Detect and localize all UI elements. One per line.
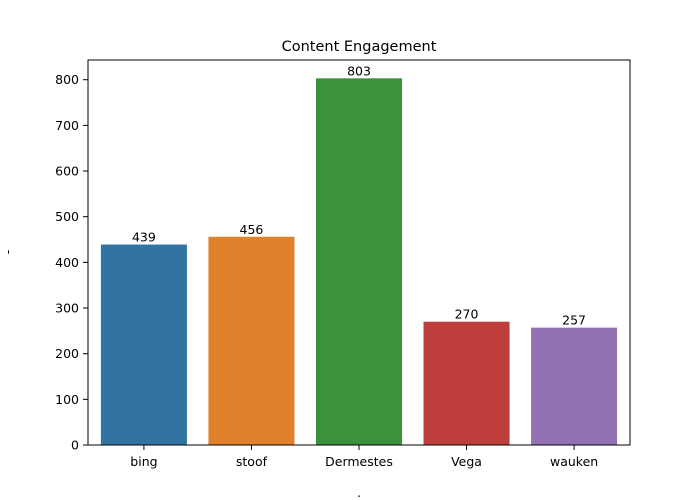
- value-label-wauken: 257: [562, 313, 586, 328]
- y-tick-label-600: 600: [55, 164, 79, 179]
- chart-title: Content Engagement: [282, 39, 437, 55]
- bar-wauken: [531, 327, 618, 445]
- x-tick-label-bing: bing: [130, 454, 157, 469]
- y-tick-label-700: 700: [55, 118, 79, 133]
- x-tick-label-vega: Vega: [451, 454, 482, 469]
- y-tick-label-500: 500: [55, 209, 79, 224]
- x-tick-label-dermestes: Dermestes: [325, 454, 393, 469]
- y-tick-label-100: 100: [55, 392, 79, 407]
- y-tick-label-200: 200: [55, 346, 79, 361]
- bar-vega: [423, 321, 510, 445]
- bar-dermestes: [315, 78, 403, 445]
- y-tick-label-0: 0: [71, 438, 79, 453]
- x-axis: bing stoof Dermestes Vega wauken: [130, 445, 598, 469]
- y-tick-label-400: 400: [55, 255, 79, 270]
- y-tick-label-800: 800: [55, 72, 79, 87]
- y-tick-label-300: 300: [55, 301, 79, 316]
- y-axis-label: -: [0, 250, 15, 255]
- bar-stoof: [208, 236, 295, 445]
- value-label-vega: 270: [455, 307, 479, 322]
- bars-layer: [100, 78, 618, 445]
- bar-bing: [100, 244, 187, 445]
- x-tick-label-wauken: wauken: [550, 454, 598, 469]
- value-label-dermestes: 803: [347, 63, 371, 78]
- value-label-stoof: 456: [240, 222, 264, 237]
- plot-frame: [87, 59, 631, 446]
- value-label-bing: 439: [132, 230, 156, 245]
- value-labels-layer: 439 456 803 270 257: [132, 63, 586, 327]
- y-axis: 0 100 200 300 400 500 600 700 800: [55, 72, 88, 453]
- x-axis-label: .: [357, 485, 361, 500]
- x-tick-label-stoof: stoof: [236, 454, 268, 469]
